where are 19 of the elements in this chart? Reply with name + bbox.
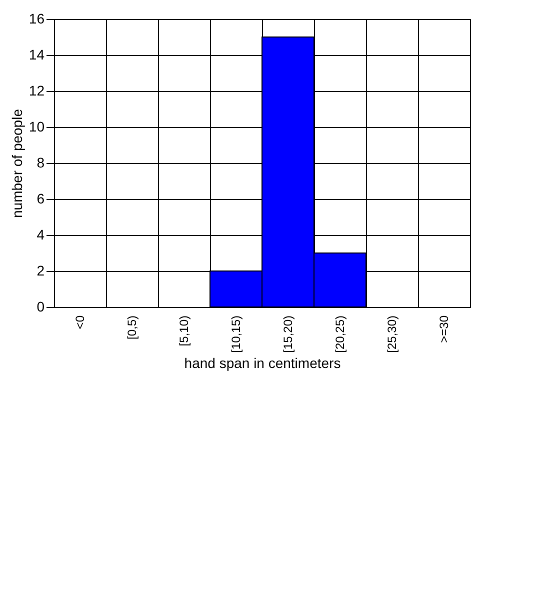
y-tick-label: 6 <box>36 190 45 206</box>
y-tick-label: 2 <box>36 262 45 278</box>
x-tick-label: [5,10) <box>177 316 191 346</box>
y-tick-label: 12 <box>28 82 45 98</box>
y-tick-label: 4 <box>36 226 45 242</box>
x-tick-label: >=30 <box>437 315 451 343</box>
x-tick-label: [15,20) <box>281 315 295 353</box>
y-tick-label: 8 <box>36 154 45 170</box>
x-tick-label: [20,25) <box>333 315 347 353</box>
y-tick-label: 0 <box>36 298 45 314</box>
x-tick-label: [25,30) <box>385 315 399 353</box>
x-tick-label: [0,5) <box>125 316 139 340</box>
y-tick-label: 16 <box>28 10 45 26</box>
y-axis-title: number of people <box>8 108 25 218</box>
x-axis-title: hand span in centimeters <box>184 354 341 371</box>
x-tick-label: <0 <box>73 315 87 330</box>
y-tick-label: 14 <box>28 46 45 62</box>
x-tick-label: [10,15) <box>229 315 243 353</box>
y-tick-label: 10 <box>28 118 45 134</box>
